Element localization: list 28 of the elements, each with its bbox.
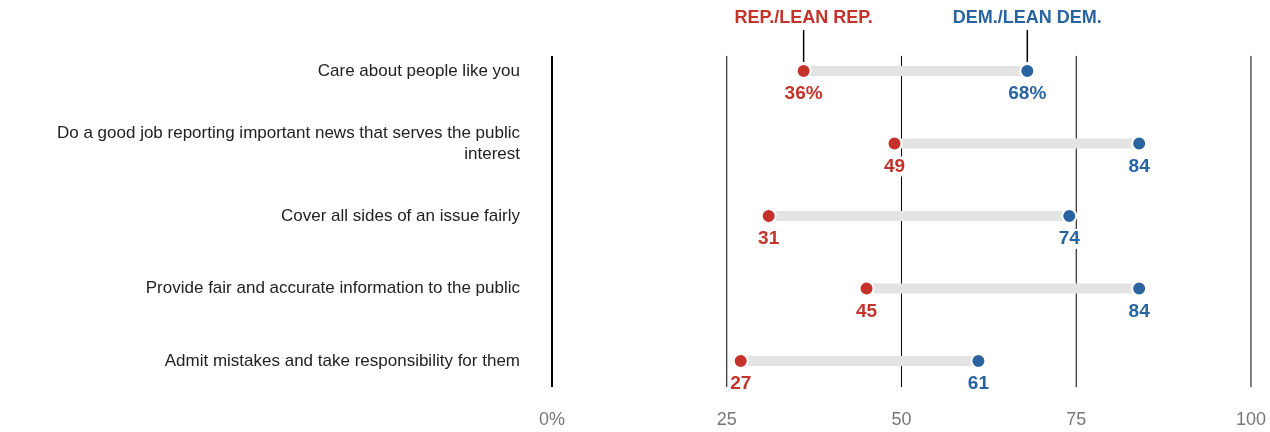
text: DEM./LEAN DEM.	[952, 6, 1102, 27]
point	[858, 280, 875, 297]
data-label: 27	[730, 372, 752, 394]
data-label: 45	[855, 299, 878, 321]
point	[886, 135, 903, 152]
x-tick-label: 0%	[538, 409, 566, 430]
y-tick-label: Provide fair and accurate information to the public	[145, 278, 521, 298]
point	[760, 208, 777, 224]
text: REP./LEAN REP.	[734, 6, 873, 27]
x-tick-label: 25	[716, 409, 737, 430]
data-label: 36%	[784, 82, 823, 104]
x-tick-label: 50	[891, 409, 912, 430]
point	[1061, 208, 1078, 224]
data-label: 49	[883, 154, 906, 176]
data-label: 84	[1128, 154, 1151, 176]
y-tick-label: Cover all sides of an issue fairly	[280, 205, 521, 225]
data-label: 61	[967, 372, 990, 394]
y-tick-label: Do a good job reporting important news that serves the public interest	[56, 122, 521, 163]
data-label: 68%	[1008, 82, 1047, 104]
x-tick-label: 75	[1066, 409, 1087, 430]
data-label: 31	[758, 227, 780, 249]
data-label: 74	[1058, 227, 1081, 249]
y-tick-label: Admit mistakes and take responsibility for them	[164, 350, 520, 370]
point	[1131, 280, 1148, 297]
data-label: 84	[1128, 299, 1151, 321]
x-tick-label: 100	[1235, 409, 1267, 430]
point	[1131, 135, 1148, 152]
y-tick-label: Care about people like you	[317, 60, 520, 80]
